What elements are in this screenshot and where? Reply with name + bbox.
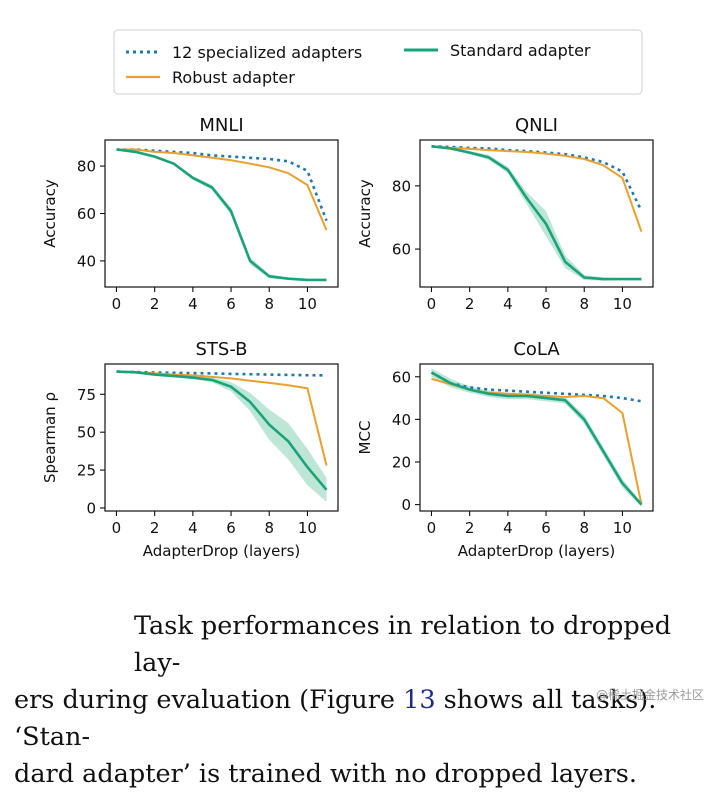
stsb-ytick-label: 0 — [86, 499, 96, 517]
qnli-xtick-label: 8 — [579, 295, 589, 313]
cola-xtick-label: 0 — [427, 519, 437, 537]
watermark-text: @稀土掘金技术社区 — [595, 688, 704, 702]
cola-ylabel: MCC — [356, 421, 374, 455]
qnli-xtick-label: 0 — [427, 295, 437, 313]
stsb-xtick-label: 4 — [188, 519, 198, 537]
stsb-xtick-label: 0 — [112, 519, 122, 537]
qnli-standard-band — [431, 146, 642, 281]
figure-reference-link[interactable]: 13 — [403, 685, 436, 715]
stsb-ytick-label: 50 — [77, 424, 96, 442]
stsb-ylabel: Spearman ρ — [41, 392, 59, 483]
mnli-xtick-label: 10 — [298, 295, 317, 313]
stsb-xtick-label: 2 — [150, 519, 160, 537]
mnli-xtick-label: 2 — [150, 295, 160, 313]
qnli-ytick-label: 80 — [392, 177, 411, 195]
cola-ytick-label: 0 — [401, 496, 411, 514]
cola-xlabel: AdapterDrop (layers) — [458, 542, 616, 560]
mnli-ylabel: Accuracy — [41, 179, 59, 248]
mnli-xtick-label: 8 — [264, 295, 274, 313]
mnli-xtick-label: 4 — [188, 295, 198, 313]
mnli-axes-frame — [104, 139, 339, 288]
qnli-xtick-label: 2 — [465, 295, 475, 313]
cola-xtick-label: 4 — [503, 519, 513, 537]
cola-xtick-label: 2 — [465, 519, 475, 537]
qnli-series-standard — [431, 145, 642, 281]
cola-ytick-label: 20 — [392, 454, 411, 472]
qnli-series-robust — [431, 145, 643, 233]
qnli-xtick-label: 10 — [613, 295, 632, 313]
qnli-title: QNLI — [515, 115, 558, 136]
mnli-series-specialized — [116, 148, 328, 222]
mnli-title: MNLI — [199, 115, 243, 136]
mnli-standard-band — [116, 149, 327, 281]
qnli-ytick-label: 60 — [392, 241, 411, 259]
stsb-ytick-label: 75 — [77, 386, 96, 404]
legend: 12 specialized adapters Standard adapter… — [113, 29, 643, 95]
qnli-axes-frame — [419, 139, 654, 288]
cola-xtick-label: 8 — [579, 519, 589, 537]
qnli-xtick-label: 4 — [503, 295, 513, 313]
mnli-ytick-label: 80 — [77, 158, 96, 176]
stsb-standard-band — [116, 371, 327, 502]
caption-line-3: dard adapter’ is trained with no dropped… — [14, 759, 637, 789]
caption-line-1: Task performances in relation to dropped… — [134, 611, 672, 678]
cola-series-standard — [430, 371, 643, 506]
mnli-series-standard — [116, 148, 327, 282]
mnli-xtick-label: 6 — [226, 295, 236, 313]
subplot-stsb: STS-B 0 2 4 6 8 10 0 25 50 75 Spearman ρ AdapterDrop… — [41, 339, 339, 560]
qnli-series-specialized — [431, 145, 643, 212]
stsb-axes-frame — [104, 363, 339, 512]
mnli-ytick-label: 40 — [77, 252, 96, 270]
legend-label-robust: Robust adapter — [172, 68, 295, 87]
caption-line-2-start: ers during evaluation (Figure — [14, 685, 404, 715]
cola-axes-frame — [419, 363, 654, 512]
stsb-title: STS-B — [195, 339, 247, 360]
stsb-series-standard — [116, 370, 328, 491]
cola-title: CoLA — [513, 339, 560, 360]
stsb-xtick-label: 10 — [298, 519, 317, 537]
subplot-cola: CoLA 0 2 4 6 8 10 0 20 40 60 MCC AdapterDrop (layers… — [356, 339, 654, 560]
cola-xtick-label: 10 — [613, 519, 632, 537]
cola-xtick-label: 6 — [541, 519, 551, 537]
qnli-ylabel: Accuracy — [356, 179, 374, 248]
subplot-mnli: MNLI 0 2 4 6 8 10 40 60 80 Accuracy — [41, 115, 339, 313]
cola-ytick-label: 60 — [392, 368, 411, 386]
legend-frame — [113, 29, 643, 95]
legend-label-standard: Standard adapter — [450, 41, 591, 60]
legend-label-specialized: 12 specialized adapters — [172, 43, 362, 62]
mnli-xtick-label: 0 — [112, 295, 122, 313]
qnli-xtick-label: 6 — [541, 295, 551, 313]
stsb-xlabel: AdapterDrop (layers) — [143, 542, 301, 560]
mnli-ytick-label: 60 — [77, 205, 96, 223]
stsb-ytick-label: 25 — [77, 462, 96, 480]
figure: 12 specialized adapters Standard adapter… — [41, 29, 654, 560]
cola-standard-band — [431, 368, 642, 507]
stsb-xtick-label: 8 — [264, 519, 274, 537]
cola-ytick-label: 40 — [392, 411, 411, 429]
stsb-xtick-label: 6 — [226, 519, 236, 537]
mnli-series-robust — [116, 148, 328, 231]
subplot-qnli: QNLI 0 2 4 6 8 10 60 80 Accuracy — [356, 115, 654, 313]
